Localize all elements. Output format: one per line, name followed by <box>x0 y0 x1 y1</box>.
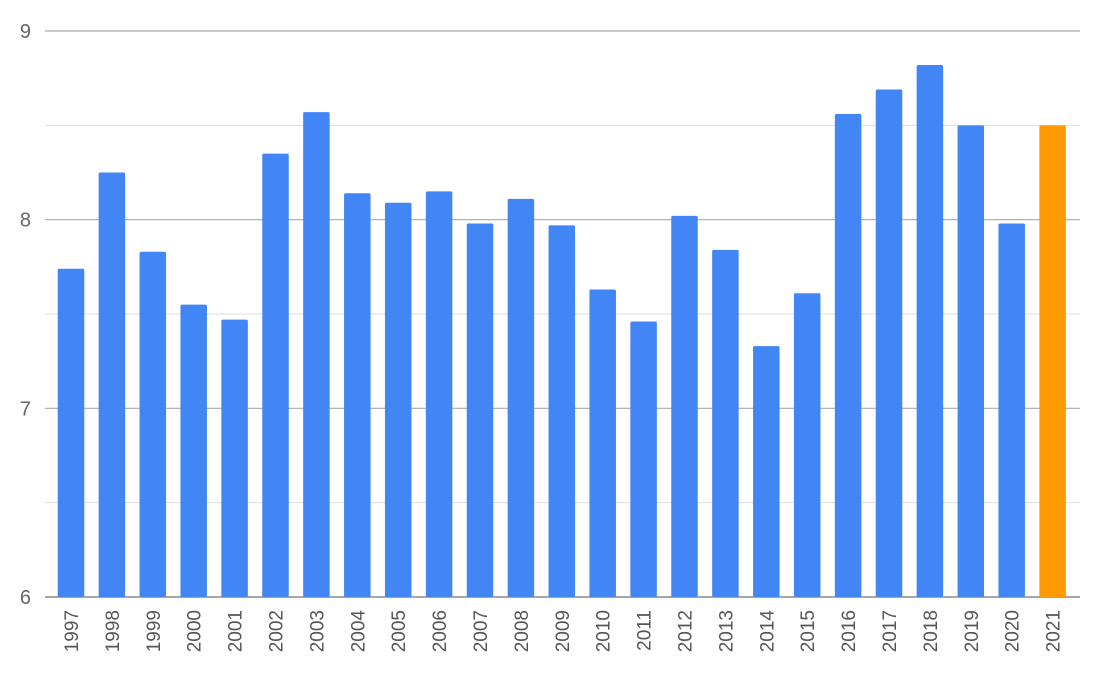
bar-2019 <box>957 125 985 597</box>
bar-1999 <box>139 251 167 598</box>
x-tick-label-2015: 2015 <box>798 610 819 652</box>
bar-2021 <box>1039 125 1066 597</box>
bar-2015 <box>793 293 821 597</box>
bar-1998 <box>98 172 126 597</box>
x-tick-label-2012: 2012 <box>676 610 697 652</box>
x-tick-label-2021: 2021 <box>1044 610 1065 652</box>
bar-2010 <box>589 289 616 597</box>
y-tick-label: 7 <box>20 398 31 420</box>
x-tick-label-2009: 2009 <box>553 610 574 652</box>
x-tick-label-2005: 2005 <box>389 610 410 652</box>
x-tick-label-2013: 2013 <box>716 610 737 652</box>
bar-2003 <box>303 112 330 597</box>
x-tick-label-2006: 2006 <box>430 610 451 652</box>
bar-2012 <box>671 215 698 597</box>
x-tick-label-2011: 2011 <box>635 610 656 651</box>
x-tick-label-1997: 1997 <box>62 610 83 652</box>
x-tick-label-1999: 1999 <box>144 610 165 652</box>
bar-2004 <box>344 193 371 597</box>
bar-2017 <box>875 89 903 598</box>
bar-2000 <box>180 304 207 597</box>
bar-2001 <box>221 319 248 597</box>
x-tick-label-2004: 2004 <box>348 610 369 653</box>
bar-2011 <box>630 321 657 597</box>
x-tick-label-2019: 2019 <box>962 610 983 652</box>
x-tick-label-2014: 2014 <box>757 610 778 653</box>
bar-2006 <box>425 191 453 597</box>
bar-2002 <box>262 153 289 597</box>
y-tick-label: 6 <box>20 587 31 609</box>
x-tick-label-2016: 2016 <box>839 610 860 652</box>
bar-2007 <box>466 223 494 597</box>
bar-2014 <box>753 346 780 597</box>
bar-2018 <box>916 64 944 597</box>
bar-2016 <box>834 114 862 597</box>
x-tick-label-2003: 2003 <box>307 610 328 652</box>
x-tick-label-2020: 2020 <box>1003 610 1024 652</box>
y-axis-tick-labels: 6 7 8 9 <box>20 21 31 609</box>
y-tick-label: 9 <box>20 21 31 43</box>
x-tick-label-2017: 2017 <box>880 610 901 652</box>
x-tick-label-2001: 2001 <box>226 610 247 652</box>
bar-2009 <box>548 225 576 597</box>
x-tick-label-2018: 2018 <box>921 610 942 652</box>
bar-2020 <box>998 223 1025 597</box>
x-axis-tick-labels: 1997 1998 1999 2000 2001 2002 2003 2004 2005 2006… <box>62 610 1065 653</box>
x-tick-label-2002: 2002 <box>267 610 288 652</box>
x-tick-label-2000: 2000 <box>185 610 206 652</box>
bars <box>57 64 1066 598</box>
bar-2008 <box>507 198 535 597</box>
x-tick-label-2008: 2008 <box>512 610 533 652</box>
x-tick-label-1998: 1998 <box>103 610 124 652</box>
x-tick-label-2010: 2010 <box>594 610 615 652</box>
bar-1997 <box>57 268 85 597</box>
x-tick-label-2007: 2007 <box>471 610 492 652</box>
bar-2013 <box>712 249 739 597</box>
y-tick-label: 8 <box>20 210 31 232</box>
bar-2005 <box>384 202 412 597</box>
